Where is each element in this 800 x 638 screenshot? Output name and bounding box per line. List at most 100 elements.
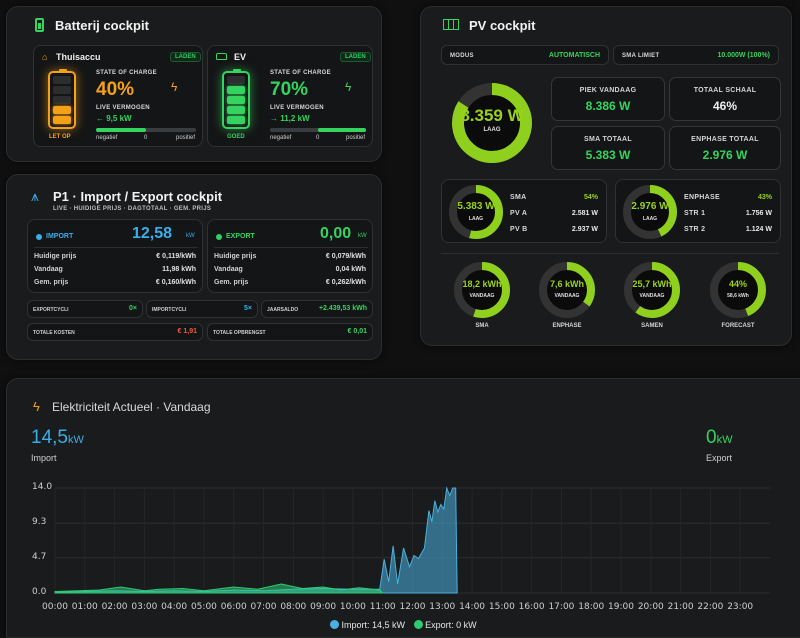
year-balance-box: JAARSALDO +2.439,53 kWh	[261, 300, 373, 318]
total-costs-box: TOTALE KOSTEN € 1,91	[27, 323, 203, 341]
export-row-label-2: Gem. prijs	[214, 279, 249, 286]
legend-export[interactable]: Export: 0 kW	[425, 620, 477, 630]
enphase-panel[interactable]: 2.976 W LAAG ENPHASE 43% STR 1 1.756 W S…	[615, 179, 781, 243]
legend-export-swatch	[413, 620, 423, 629]
home-power-value: ← 9,5 kW	[96, 114, 132, 123]
export-panel[interactable]: EXPORT 0,00 kW Huidige prijs € 0,079/kWh…	[207, 219, 373, 293]
sma-gauge-label: LAAG	[468, 216, 484, 222]
export-cycles-value: 0×	[129, 305, 137, 312]
year-balance-value: +2.439,53 kWh	[318, 305, 367, 312]
import-row-label-0: Huidige prijs	[34, 253, 77, 260]
home-power-label: LIVE VERMOGEN	[96, 105, 150, 111]
home-scale-right: positief	[176, 135, 196, 141]
battery-cell	[53, 76, 71, 84]
total-scale-box: TOTAAL SCHAAL 46%	[669, 77, 781, 121]
chart-x-tick: 23:00	[727, 602, 754, 612]
pv-small-gauge-sub: 58,6 kWh	[727, 293, 749, 299]
export-current-number: 0	[706, 427, 717, 448]
export-dot-icon	[216, 234, 222, 240]
pv-small-gauge-value: 44%	[728, 279, 747, 289]
chart-x-tick: 17:00	[548, 602, 575, 612]
home-battery-cells	[53, 76, 71, 124]
chart-series-import	[54, 486, 458, 594]
export-row-value-0: € 0,079/kWh	[325, 253, 366, 260]
enphase-row-label-0: STR 1	[684, 210, 706, 217]
electricity-card: ϟ Elektriciteit Actueel · Vandaag 14,5kW…	[6, 378, 800, 638]
import-row-value-2: € 0,160/kWh	[155, 279, 196, 286]
sma-total-value: 5.383 W	[585, 148, 631, 162]
enphase-total-box: ENPHASE TOTAAL 2.976 W	[669, 126, 781, 170]
chart-y-tick: 9.3	[32, 517, 47, 528]
enphase-name: ENPHASE	[684, 194, 720, 201]
chart-x-tick: 02:00	[101, 602, 128, 612]
sma-row-label-0: PV A	[510, 210, 528, 217]
p1-cockpit-subtitle: LIVE · HUIDIGE PRIJS · DAGTOTAAL · GEM. …	[53, 206, 212, 212]
chart-x-tick: 05:00	[190, 602, 217, 612]
chart-x-tick: 11:00	[369, 602, 396, 612]
pv-small-gauge-value: 7,6 kWh	[549, 279, 584, 289]
sma-row-value-0: 2.581 W	[571, 210, 598, 217]
ev-soc-value: 70%	[270, 79, 309, 100]
export-current-label: Export	[706, 453, 733, 463]
lightning-icon: ϟ	[33, 399, 40, 414]
import-row-value-0: € 0,119/kWh	[156, 253, 196, 260]
total-costs-value: € 1,91	[177, 328, 197, 335]
sma-gauge	[449, 185, 503, 239]
legend-import[interactable]: Import: 14,5 kW	[341, 620, 406, 630]
sma-row-value-1: 2.937 W	[571, 226, 598, 233]
pv-mode-label: MODUS	[450, 53, 474, 59]
ev-power-label: LIVE VERMOGEN	[270, 105, 324, 111]
battery-icon	[35, 18, 44, 32]
enphase-row-value-0: 1.756 W	[745, 210, 772, 217]
peak-today-label: PIEK VANDAAG	[579, 87, 637, 94]
home-battery-panel[interactable]: ⌂ Thuisaccu LADEN LET OP STATE OF CHARGE…	[33, 45, 203, 147]
sma-total-label: SMA TOTAAL	[584, 136, 632, 143]
battery-cell	[227, 106, 245, 114]
import-value: 12,58	[132, 225, 173, 242]
ev-soc-label: STATE OF CHARGE	[270, 70, 331, 76]
p1-cockpit-title: P1 · Import / Export cockpit	[53, 189, 223, 204]
home-charging-icon: ϟ	[171, 80, 178, 94]
chart-x-tick: 01:00	[71, 602, 98, 612]
chart-x-tick: 12:00	[399, 602, 426, 612]
enphase-gauge-label: LAAG	[642, 216, 658, 222]
export-current-value: 0kW	[706, 427, 732, 449]
export-row-value-2: € 0,262/kWh	[325, 279, 366, 286]
battery-cell	[53, 96, 71, 104]
ev-charging-icon: ϟ	[345, 80, 352, 94]
peak-today-box: PIEK VANDAAG 8.386 W	[551, 77, 665, 121]
ev-scale-left: negatief	[270, 135, 292, 141]
import-panel[interactable]: IMPORT 12,58 kW Huidige prijs € 0,119/kW…	[27, 219, 203, 293]
chart-y-tick: 14.0	[32, 482, 53, 492]
enphase-total-value: 2.976 W	[702, 148, 748, 162]
sma-gauge-value: 5.383 W	[457, 201, 495, 212]
enphase-row-value-1: 1.124 W	[745, 226, 772, 233]
car-icon	[216, 53, 227, 60]
ev-battery-status: GOED	[227, 134, 245, 140]
electricity-chart[interactable]	[0, 478, 800, 630]
chart-x-tick: 03:00	[131, 602, 158, 612]
export-cycles-label: EXPORTCYCLI	[33, 307, 69, 313]
ev-power-value: → 11,2 kW	[270, 114, 310, 123]
total-revenue-label: TOTALE OPBRENGST	[213, 330, 266, 336]
pv-mode-box[interactable]: MODUS AUTOMATISCH	[441, 45, 609, 65]
enphase-gauge	[623, 185, 677, 239]
sma-panel[interactable]: 5.383 W LAAG SMA 54% PV A 2.581 W PV B 2…	[441, 179, 607, 243]
ev-battery-panel[interactable]: EV LADEN GOED STATE OF CHARGE 70% ϟ LIVE…	[207, 45, 373, 147]
legend-import-swatch	[330, 620, 339, 629]
sma-total-box: SMA TOTAAL 5.383 W	[551, 126, 665, 170]
export-row-value-1: 0,04 kWh	[335, 266, 366, 273]
pv-small-gauge-arc	[710, 262, 766, 318]
pv-main-gauge	[452, 83, 532, 163]
export-row-label-1: Vandaag	[214, 266, 243, 273]
import-cycles-box: IMPORTCYCLI 5×	[146, 300, 258, 318]
import-row-label-2: Gem. prijs	[34, 279, 69, 286]
pv-small-gauge-name: SAMEN	[641, 323, 663, 329]
pv-cockpit-title: PV cockpit	[469, 18, 536, 33]
home-soc-value: 40%	[96, 79, 135, 100]
home-power-bar	[96, 128, 196, 132]
chart-x-tick: 07:00	[250, 602, 277, 612]
pv-small-gauge-sub: VANDAAG	[554, 293, 580, 299]
battery-cell	[53, 116, 71, 124]
electricity-title: Elektriciteit Actueel · Vandaag	[52, 400, 211, 414]
